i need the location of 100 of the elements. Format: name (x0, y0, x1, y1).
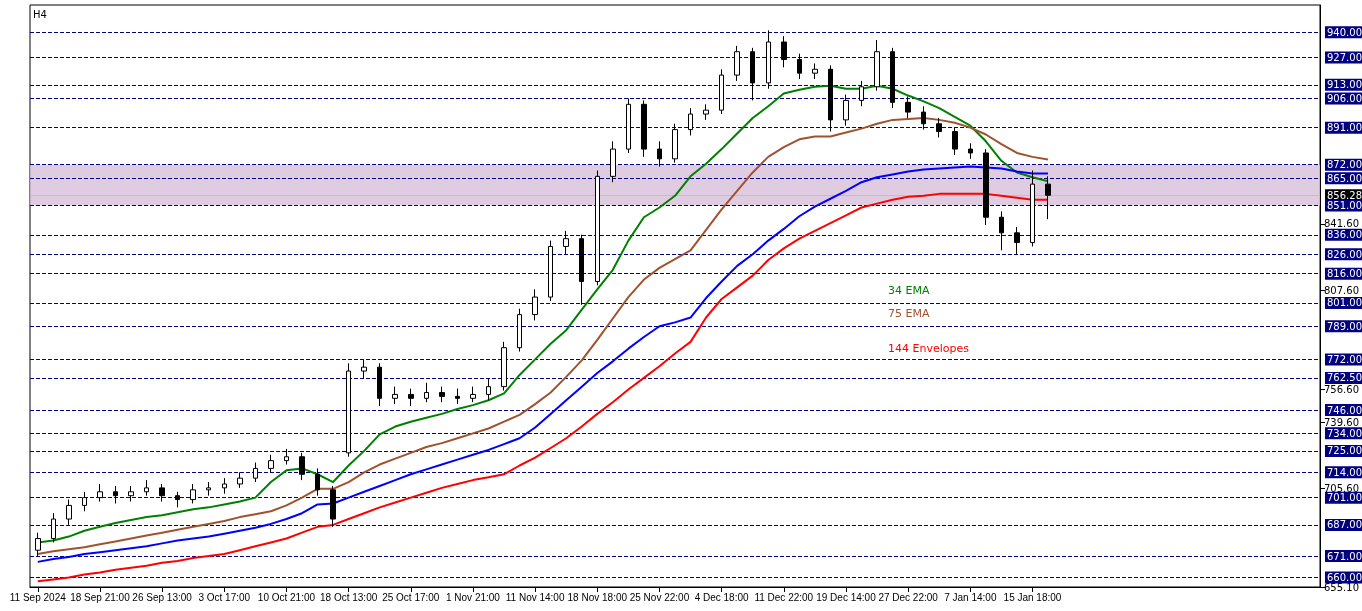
ref-line-label: 906.00 (1327, 92, 1362, 104)
candlestick (1014, 226, 1020, 255)
candlestick (610, 140, 616, 183)
candlestick (921, 105, 926, 131)
x-tick-label: 18 Sep 21:00 (70, 591, 131, 603)
ref-line-label: 851.00 (1327, 200, 1362, 212)
candlestick (579, 234, 584, 306)
ref-line-label: 865.00 (1327, 172, 1362, 184)
x-tick-label: 7 Jan 14:00 (944, 591, 997, 603)
ref-line-label: 762.50 (1327, 372, 1362, 384)
candlestick (734, 45, 740, 82)
candlestick (657, 140, 662, 168)
candlestick (455, 388, 460, 405)
x-tick-label: 25 Nov 22:00 (629, 591, 690, 603)
y-tick-label: 756.60 (1324, 383, 1359, 395)
candlestick (952, 127, 958, 156)
text: 34 EMA (888, 284, 930, 297)
x-tick-label: 15 Jan 18:00 (1003, 591, 1062, 603)
candlestick (874, 39, 880, 92)
candlestick (159, 483, 165, 503)
x-tick-label: 18 Oct 13:00 (319, 591, 378, 603)
candlestick (968, 142, 973, 160)
candlestick (812, 62, 818, 80)
ref-line-label: 789.00 (1327, 320, 1362, 332)
candlestick (781, 35, 787, 68)
candlestick (1030, 170, 1035, 247)
candlestick (1045, 175, 1051, 220)
ref-line-label: 687.00 (1327, 519, 1362, 531)
y-tick-label: 739.60 (1324, 416, 1359, 428)
x-tick-label: 3 Oct 17:00 (198, 591, 251, 603)
candlestick (626, 97, 631, 154)
candlestick (859, 80, 864, 107)
candlestick (905, 96, 911, 119)
candlestick (563, 230, 569, 255)
candlestick (548, 240, 553, 302)
ref-line-label: 725.00 (1327, 445, 1362, 457)
y-tick-label: 807.60 (1324, 284, 1359, 296)
candlestick (797, 53, 802, 80)
x-tick-label: 10 Oct 21:00 (257, 591, 316, 603)
x-tick-label: 27 Dec 22:00 (878, 591, 939, 603)
candlestick (501, 341, 507, 392)
ref-line-label: 801.00 (1327, 297, 1362, 309)
candlestick (999, 210, 1004, 251)
candlestick (361, 358, 367, 380)
ref-line-label: 826.00 (1327, 248, 1362, 260)
ref-line-label: 927.00 (1327, 52, 1362, 64)
ref-line-label: 856.28 (1327, 189, 1362, 201)
candlestick (595, 170, 600, 286)
candlestick (206, 481, 211, 497)
candlestick (35, 532, 41, 557)
candlestick (532, 288, 538, 321)
candlestick (470, 386, 476, 403)
ref-line-label: 836.00 (1327, 229, 1362, 241)
candlestick (113, 485, 118, 504)
candlestick (175, 491, 180, 508)
candlestick (890, 47, 895, 109)
text: 75 EMA (888, 307, 930, 320)
candlestick (346, 362, 351, 458)
ref-line-label: 714.00 (1327, 466, 1362, 478)
text: 144 Envelopes (888, 342, 970, 355)
candlestick (253, 462, 258, 483)
candlestick (268, 454, 274, 473)
candlestick (222, 477, 227, 495)
ref-line-label: 660.00 (1327, 571, 1362, 583)
candlestick (330, 485, 336, 528)
candlestick (486, 378, 491, 401)
candlestick (51, 512, 56, 543)
ref-line-label: 913.00 (1327, 79, 1362, 91)
x-tick-label: 11 Dec 22:00 (754, 591, 814, 603)
ref-line-label: 891.00 (1327, 122, 1362, 134)
candlestick (936, 117, 942, 138)
x-tick-label: 25 Oct 17:00 (382, 591, 440, 603)
candlestick (750, 47, 755, 101)
candlestick (703, 103, 709, 121)
candlestick (688, 107, 693, 136)
candlestick (392, 386, 398, 405)
candlestick (190, 483, 196, 504)
ref-line-label: 772.00 (1327, 353, 1362, 365)
candlestick (377, 362, 382, 407)
ref-line-label: 940.00 (1327, 26, 1362, 38)
candlestick (828, 64, 833, 133)
candlestick (843, 94, 849, 127)
candlestick (672, 123, 678, 164)
chart-title: H4 (33, 8, 47, 20)
candlestick (284, 448, 289, 466)
candlestick (983, 148, 989, 226)
y-tick-label: 705.60 (1324, 483, 1359, 495)
candlestick (766, 29, 771, 90)
x-tick-label: 26 Sep 13:00 (132, 591, 193, 603)
candlestick (719, 68, 724, 115)
ref-line-label: 872.00 (1327, 159, 1362, 171)
candlestick (439, 386, 445, 403)
ref-line-label: 746.00 (1327, 404, 1362, 416)
candlestick (408, 388, 414, 407)
y-tick-label: 655.10 (1324, 581, 1359, 593)
ref-line-label: 701.00 (1327, 492, 1362, 504)
candlestick (82, 491, 87, 512)
candlestick (144, 479, 149, 497)
ref-line-label: 816.00 (1327, 268, 1362, 280)
candlestick (97, 483, 103, 503)
